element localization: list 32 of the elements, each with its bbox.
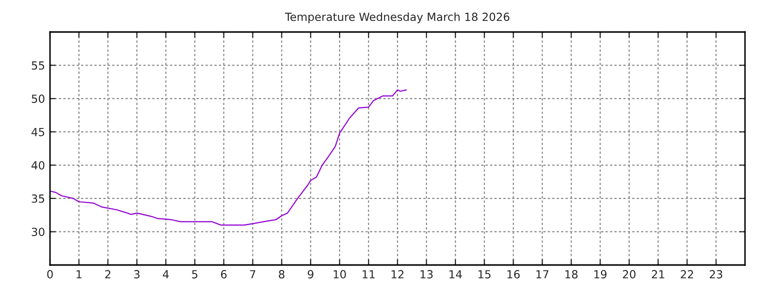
y-tick-label: 55 <box>32 61 44 70</box>
x-tick-label: 3 <box>134 270 140 278</box>
x-tick-label: 10 <box>334 270 346 278</box>
y-tick-label: 35 <box>32 194 44 203</box>
x-tick-label: 11 <box>362 270 375 278</box>
y-tick-label: 50 <box>32 94 44 103</box>
x-tick-label: 19 <box>594 270 606 278</box>
x-tick-label: 4 <box>162 270 169 278</box>
chart-title: Temperature Wednesday March 18 2026 <box>284 12 510 24</box>
x-tick-label: 17 <box>536 270 548 278</box>
x-tick-label: 7 <box>250 270 256 278</box>
x-tick-label: 12 <box>392 270 404 278</box>
x-tick-label: 9 <box>308 270 314 278</box>
x-tick-label: 14 <box>450 270 462 278</box>
x-tick-label: 20 <box>622 270 636 278</box>
y-tick-label: 45 <box>32 128 44 136</box>
x-tick-label: 16 <box>507 270 520 278</box>
x-tick-label: 21 <box>652 270 664 278</box>
x-tick-label: 13 <box>420 270 433 278</box>
x-tick-label: 15 <box>478 270 490 278</box>
x-tick-label: 23 <box>710 270 722 278</box>
y-tick-label: 40 <box>32 161 44 170</box>
line-series <box>50 89 407 226</box>
x-tick-label: 1 <box>76 270 82 278</box>
x-tick-label: 5 <box>192 270 198 278</box>
x-tick-label: 8 <box>278 270 284 278</box>
x-tick-label: 22 <box>680 270 694 278</box>
x-tick-label: 6 <box>220 270 227 278</box>
x-tick-label: 0 <box>47 270 53 278</box>
x-tick-label: 18 <box>565 270 578 278</box>
x-tick-label: 2 <box>105 270 110 278</box>
y-tick-label: 30 <box>32 228 44 236</box>
